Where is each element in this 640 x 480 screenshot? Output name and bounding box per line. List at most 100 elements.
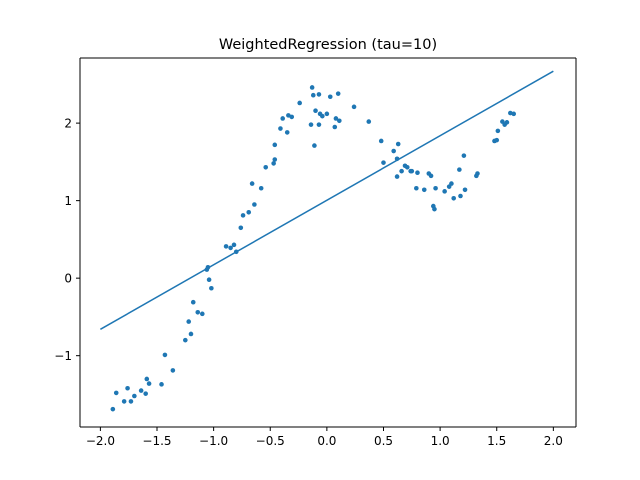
scatter-point <box>162 352 168 358</box>
scatter-point <box>231 242 237 248</box>
scatter-point <box>511 111 517 117</box>
scatter-point <box>421 187 427 193</box>
scatter-point <box>263 165 269 170</box>
scatter-point <box>316 122 322 127</box>
scatter-point <box>143 391 148 396</box>
scatter-point <box>395 141 401 147</box>
scatter-point <box>209 285 214 291</box>
scatter-point <box>125 385 130 391</box>
scatter-point <box>272 157 278 162</box>
scatter-point <box>238 225 244 231</box>
chart-title: WeightedRegression (tau=10) <box>219 37 437 53</box>
scatter-point <box>312 143 317 148</box>
scatter-point <box>475 171 480 176</box>
scatter-point <box>309 85 315 90</box>
scatter-point <box>240 213 246 218</box>
scatter-point <box>146 381 152 386</box>
scatter-point <box>391 148 396 154</box>
scatter-point <box>462 187 468 193</box>
scatter-point <box>252 202 257 207</box>
scatter-point <box>258 185 264 191</box>
x-tick-label: 2.0 <box>544 434 563 448</box>
scatter-point <box>333 116 339 121</box>
scatter-point <box>206 277 212 283</box>
scatter-point <box>297 100 302 106</box>
scatter-point <box>414 185 419 191</box>
x-tick-label: −1.5 <box>142 434 171 448</box>
scatter-point <box>366 119 372 124</box>
scatter-point <box>144 376 150 382</box>
x-tick-label: −1.0 <box>199 434 228 448</box>
x-tick-label: −2.0 <box>86 434 115 448</box>
scatter-point <box>186 319 192 324</box>
scatter-point <box>394 174 400 179</box>
scatter-point <box>316 92 322 97</box>
scatter-point <box>378 138 384 144</box>
scatter-point <box>451 196 457 201</box>
scatter-point <box>409 168 415 174</box>
scatter-point <box>271 161 276 166</box>
scatter-point <box>284 130 290 135</box>
y-tick-label: −1 <box>54 349 72 363</box>
scatter-point <box>504 120 510 125</box>
scatter-point <box>327 94 333 100</box>
scatter-point <box>415 170 420 176</box>
scatter-point <box>310 92 316 98</box>
scatter-point <box>313 108 318 114</box>
scatter-point <box>461 153 467 158</box>
scatter-point <box>442 189 447 194</box>
scatter-point <box>335 91 341 96</box>
scatter-point <box>138 388 144 393</box>
scatter-point <box>188 331 194 337</box>
scatter-point <box>228 245 233 251</box>
scatter-point <box>458 193 463 199</box>
y-tick-label: 2 <box>64 117 72 131</box>
scatter-point <box>308 122 314 127</box>
x-tick-label: 0.5 <box>374 434 393 448</box>
scatter-point <box>190 299 196 305</box>
scatter-point <box>280 116 286 121</box>
scatter-point <box>278 126 283 131</box>
x-tick-label: 1.5 <box>487 434 506 448</box>
scatter-point <box>200 311 205 317</box>
scatter-point <box>289 114 295 120</box>
scatter-point <box>195 309 201 315</box>
scatter-point <box>121 399 127 404</box>
scatter-point <box>249 181 255 186</box>
scatter-point <box>170 368 176 373</box>
plot-area: −2.0 −1.5 −1.0 −0.5 0.0 0.5 1.0 1.5 2.0 −1 0 1 2 <box>54 57 577 448</box>
scatter-point <box>223 244 229 249</box>
scatter-point <box>433 185 438 191</box>
scatter-point <box>351 104 357 110</box>
x-tick-label: −0.5 <box>256 434 285 448</box>
scatter-point <box>494 137 500 143</box>
scatter-point <box>246 209 252 215</box>
scatter-point <box>128 399 134 404</box>
scatter-point <box>428 173 434 179</box>
scatter-point <box>159 382 164 387</box>
y-tick-label: 1 <box>64 194 72 208</box>
x-tick-label: 0.0 <box>317 434 336 448</box>
scatter-point <box>404 165 410 170</box>
scatter-point <box>272 142 278 148</box>
scatter-point <box>399 168 404 174</box>
scatter-point <box>324 111 330 117</box>
scatter-point <box>332 124 338 130</box>
scatter-point <box>110 406 116 412</box>
scatter-point <box>113 390 119 396</box>
scatter-point <box>449 181 454 186</box>
scatter-point <box>183 337 188 343</box>
scatter-point <box>337 118 342 124</box>
x-tick-label: 1.0 <box>431 434 450 448</box>
regression-line <box>100 70 554 330</box>
scatter-point <box>381 160 386 165</box>
y-tick-label: 0 <box>64 272 72 286</box>
scatter-point <box>495 128 501 134</box>
scatter-point <box>132 393 137 399</box>
scatter-point <box>457 167 462 172</box>
scatter-point <box>432 206 437 212</box>
scatter-point <box>320 113 325 119</box>
